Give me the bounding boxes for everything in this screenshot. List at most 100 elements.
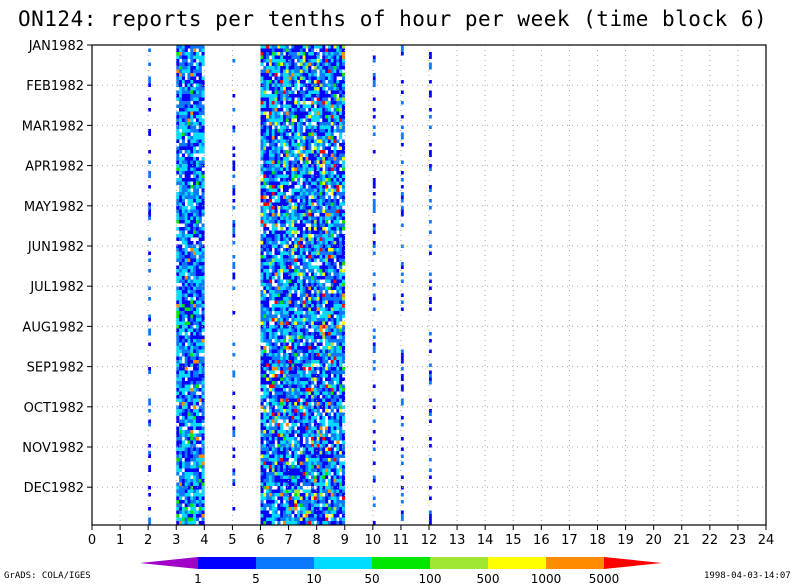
heatmap-cell	[322, 398, 326, 402]
heatmap-cell	[176, 356, 180, 360]
heatmap-cell	[263, 349, 267, 353]
heatmap-cell	[198, 220, 202, 224]
heatmap-cell	[319, 83, 323, 87]
heatmap-cell	[198, 293, 202, 297]
heatmap-cell	[291, 241, 295, 245]
heatmap-cell	[327, 384, 332, 388]
heatmap-cell	[341, 216, 346, 220]
heatmap-cell	[333, 412, 337, 416]
heatmap-cell	[282, 69, 287, 73]
heatmap-cell	[313, 157, 317, 161]
heatmap-cell	[336, 69, 340, 73]
heatmap-cell	[263, 248, 267, 252]
heatmap-cell	[305, 52, 309, 56]
heatmap-cell	[179, 465, 183, 469]
heatmap-cell	[327, 181, 332, 185]
heatmap-cell	[274, 255, 278, 259]
heatmap-cell	[313, 423, 317, 427]
heatmap-cell	[280, 202, 284, 206]
heatmap-cell	[327, 374, 332, 378]
heatmap-cell	[198, 314, 202, 318]
heatmap-cell	[316, 405, 320, 409]
heatmap-cell	[299, 202, 303, 206]
heatmap-cell	[288, 419, 292, 423]
heatmap-cell	[294, 377, 298, 381]
heatmap-cell	[268, 486, 273, 490]
heatmap-cell	[190, 391, 194, 395]
heatmap-cell	[316, 503, 320, 507]
heatmap-cell	[327, 223, 332, 227]
heatmap-cell	[260, 269, 264, 273]
heatmap-cell	[187, 108, 191, 112]
heatmap-cell	[285, 360, 289, 364]
heatmap-cell	[302, 192, 306, 196]
heatmap-cell	[297, 489, 301, 493]
heatmap-cell	[305, 255, 309, 259]
heatmap-cell	[274, 321, 278, 325]
heatmap-cell	[336, 321, 340, 325]
heatmap-cell	[268, 157, 273, 161]
heatmap-cell	[179, 405, 183, 409]
heatmap-cell	[330, 381, 334, 385]
heatmap-cell	[288, 402, 292, 406]
heatmap-cell	[291, 76, 295, 80]
heatmap-cell	[339, 332, 343, 336]
heatmap-cell	[313, 272, 317, 276]
heatmap-cell	[322, 80, 326, 84]
heatmap-cell	[336, 370, 340, 374]
heatmap-cell	[322, 486, 326, 490]
heatmap-cell	[263, 328, 267, 332]
heatmap-cell	[263, 482, 267, 486]
heatmap-cell	[339, 468, 343, 472]
heatmap-cell	[339, 360, 343, 364]
heatmap-cell	[179, 97, 183, 101]
heatmap-cell	[333, 143, 337, 147]
heatmap-cell	[282, 62, 287, 66]
heatmap-cell	[305, 90, 309, 94]
heatmap-cell	[308, 251, 312, 255]
heatmap-cell	[181, 304, 185, 308]
heatmap-cell	[294, 482, 298, 486]
heatmap-cell	[195, 314, 200, 318]
heatmap-cell	[299, 66, 303, 70]
heatmap-cell	[294, 241, 298, 245]
heatmap-cell	[263, 237, 267, 241]
heatmap-cell	[288, 136, 292, 140]
heatmap-cell	[176, 234, 180, 238]
heatmap-cell	[277, 360, 281, 364]
heatmap-cell	[316, 391, 320, 395]
heatmap-cell	[266, 248, 270, 252]
heatmap-cell	[341, 465, 346, 469]
heatmap-cell	[313, 458, 317, 462]
heatmap-cell	[316, 377, 320, 381]
heatmap-cell	[187, 290, 191, 294]
heatmap-cell	[274, 241, 278, 245]
heatmap-cell	[195, 339, 200, 343]
heatmap-cell	[282, 181, 287, 185]
heatmap-cell	[181, 129, 185, 133]
heatmap-cell	[282, 342, 287, 346]
heatmap-cell	[201, 377, 205, 381]
heatmap-cell	[308, 290, 312, 294]
heatmap-cell	[176, 255, 180, 259]
heatmap-cell	[190, 503, 194, 507]
heatmap-cell	[322, 510, 326, 514]
heatmap-cell	[181, 206, 185, 210]
heatmap-cell	[277, 479, 281, 483]
heatmap-cell	[201, 255, 205, 259]
heatmap-cell	[268, 258, 273, 262]
heatmap-cell	[268, 108, 273, 112]
heatmap-cell	[274, 381, 278, 385]
heatmap-cell	[277, 66, 281, 70]
heatmap-cell	[263, 265, 267, 269]
heatmap-cell	[277, 374, 281, 378]
heatmap-cell	[311, 45, 315, 49]
heatmap-cell	[181, 384, 185, 388]
heatmap-cell	[313, 346, 317, 350]
heatmap-cell	[190, 213, 194, 217]
heatmap-cell	[277, 353, 281, 357]
heatmap-cell	[181, 465, 185, 469]
heatmap-cell	[333, 332, 337, 336]
heatmap-cell	[268, 409, 273, 413]
heatmap-cell	[302, 223, 306, 227]
